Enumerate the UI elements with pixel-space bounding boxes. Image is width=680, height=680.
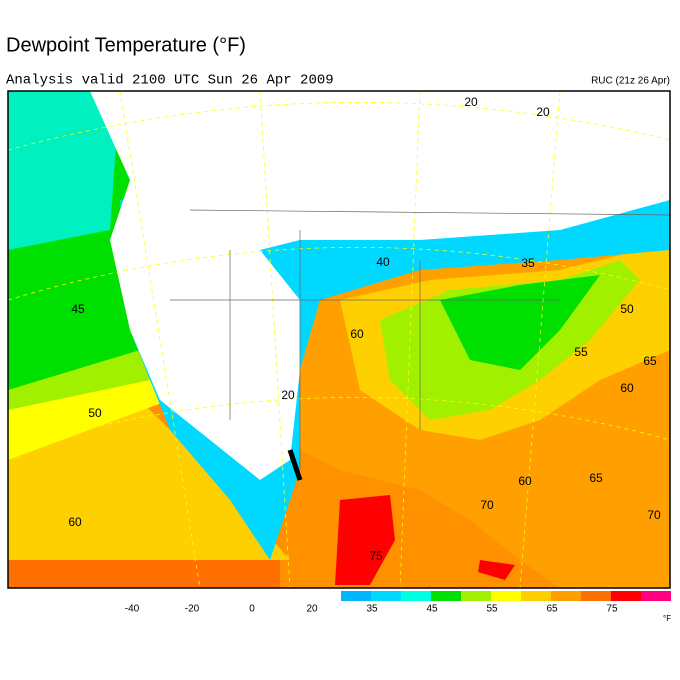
region: [478, 560, 515, 580]
colorbar-swatch: [461, 591, 491, 601]
contour-label: 45: [71, 302, 85, 316]
contour-label: 20: [281, 388, 295, 402]
region: [440, 275, 600, 370]
colorbar-swatch: [491, 591, 521, 601]
colorbar-tick-label: 75: [606, 604, 618, 615]
colorbar-swatch: [371, 591, 401, 601]
colorbar-swatch: [611, 591, 641, 601]
contour-label: 70: [647, 508, 661, 522]
region: [90, 91, 670, 480]
contour-label: 60: [620, 381, 634, 395]
region: [8, 400, 290, 560]
contour-label: 65: [589, 471, 603, 485]
contour-label: 60: [518, 474, 532, 488]
contour-label: 60: [350, 327, 364, 341]
unit-label: °F: [663, 614, 671, 623]
map-frame: [7, 90, 671, 589]
subtitle: Analysis valid 2100 UTC Sun 26 Apr 2009: [6, 73, 334, 89]
graticule: [8, 91, 670, 588]
colorbar-tick-label: 20: [306, 604, 318, 615]
colorbar-swatch: [401, 591, 431, 601]
borders: [170, 209, 670, 470]
colorbar-tick-label: 55: [486, 604, 498, 615]
region: [335, 495, 395, 585]
title: Dewpoint Temperature (°F): [6, 34, 246, 56]
colorbar-tick-label: 45: [426, 604, 438, 615]
colorbar-tick-label: -40: [125, 604, 140, 615]
contour-label: 60: [68, 515, 82, 529]
map: [7, 90, 671, 589]
colorbar-tick-label: 65: [546, 604, 558, 615]
contour-label: 40: [376, 255, 390, 269]
contour-label: 20: [464, 95, 478, 109]
contour-label: 50: [620, 302, 634, 316]
colorbar-swatch: [431, 591, 461, 601]
contour-line: [287, 449, 303, 481]
colorbar-swatch: [521, 591, 551, 601]
contour-label: 50: [88, 406, 102, 420]
model-label: RUC (21z 26 Apr): [591, 76, 670, 87]
colorbar-swatch: [581, 591, 611, 601]
contour-label: 75: [369, 549, 383, 563]
region: [8, 91, 120, 250]
contour-label: 70: [480, 498, 494, 512]
colorbar-swatch: [551, 591, 581, 601]
colorbar-swatch: [641, 591, 671, 601]
contour-label: 20: [536, 105, 550, 119]
colorbar-tick-label: 0: [249, 604, 255, 615]
colorbar-swatch: [341, 591, 371, 601]
contour-label: 35: [521, 256, 535, 270]
contour-label: 55: [574, 345, 588, 359]
colorbar-tick-label: -20: [185, 604, 200, 615]
contour-label: 65: [643, 354, 657, 368]
colorbar-tick-label: 35: [366, 604, 378, 615]
